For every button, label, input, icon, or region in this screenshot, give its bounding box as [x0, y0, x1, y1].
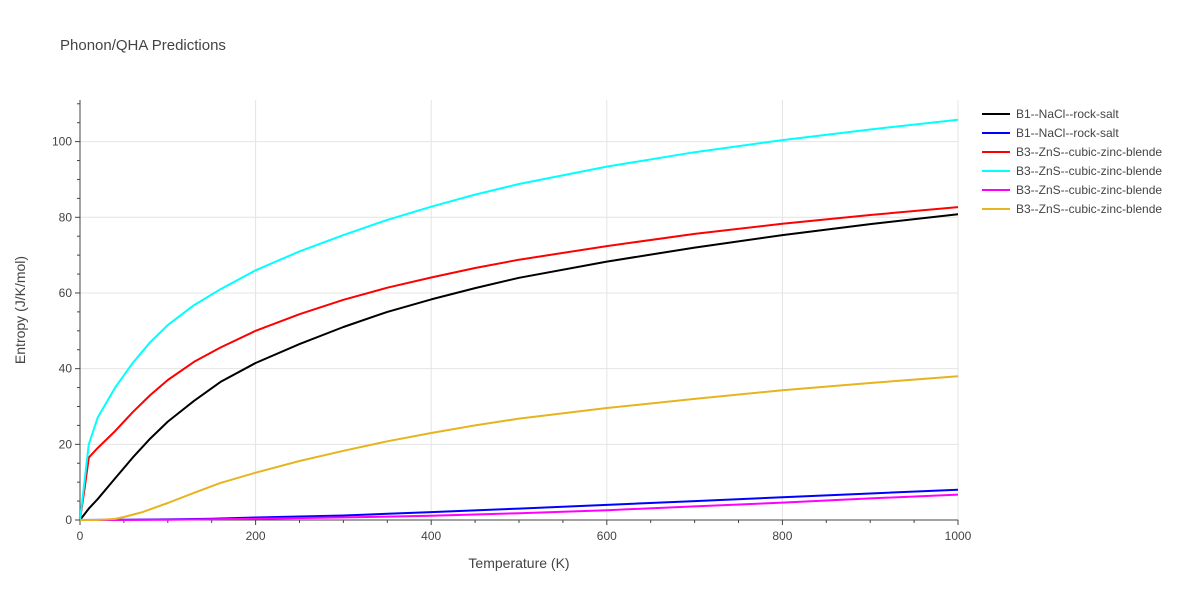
y-tick-label: 100 [52, 135, 72, 149]
legend-label: B3--ZnS--cubic-zinc-blende [1016, 183, 1162, 197]
chart-title: Phonon/QHA Predictions [60, 37, 226, 54]
x-tick-label: 600 [597, 529, 617, 543]
legend-label: B3--ZnS--cubic-zinc-blende [1016, 202, 1162, 216]
y-tick-label: 0 [65, 513, 72, 527]
y-tick-label: 20 [59, 437, 73, 451]
legend-label: B1--NaCl--rock-salt [1016, 126, 1119, 140]
legend-item-6[interactable]: B3--ZnS--cubic-zinc-blende [982, 202, 1162, 216]
y-tick-label: 40 [59, 362, 73, 376]
series-line-2 [80, 488, 958, 521]
legend-item-1[interactable]: B1--NaCl--rock-salt [982, 107, 1119, 121]
tick-labels: 0 200 400 600 800 1000 0 20 40 60 80 100 [52, 135, 972, 543]
series-line-4 [80, 118, 958, 521]
legend-item-3[interactable]: B3--ZnS--cubic-zinc-blende [982, 145, 1162, 159]
legend-item-4[interactable]: B3--ZnS--cubic-zinc-blende [982, 164, 1162, 178]
legend-item-5[interactable]: B3--ZnS--cubic-zinc-blende [982, 183, 1162, 197]
series-line-6 [80, 375, 958, 521]
series-line-5 [80, 493, 958, 521]
legend-item-2[interactable]: B1--NaCl--rock-salt [982, 126, 1119, 140]
y-tick-label: 60 [59, 286, 73, 300]
legend-label: B1--NaCl--rock-salt [1016, 107, 1119, 121]
x-tick-label: 400 [421, 529, 441, 543]
x-tick-label: 1000 [945, 529, 972, 543]
y-axis-title: Entropy (J/K/mol) [12, 256, 28, 364]
x-tick-label: 0 [77, 529, 84, 543]
y-tick-label: 80 [59, 210, 73, 224]
legend[interactable]: B1--NaCl--rock-salt B1--NaCl--rock-salt B3… [982, 107, 1162, 216]
legend-label: B3--ZnS--cubic-zinc-blende [1016, 145, 1162, 159]
legend-label: B3--ZnS--cubic-zinc-blende [1016, 164, 1162, 178]
series-line-3 [80, 206, 958, 521]
x-axis-title: Temperature (K) [468, 555, 569, 571]
grid-lines [80, 100, 959, 520]
series-line-1 [80, 213, 958, 521]
axes [75, 100, 959, 525]
plot-area [80, 118, 958, 521]
x-tick-label: 800 [772, 529, 792, 543]
x-tick-label: 200 [246, 529, 266, 543]
